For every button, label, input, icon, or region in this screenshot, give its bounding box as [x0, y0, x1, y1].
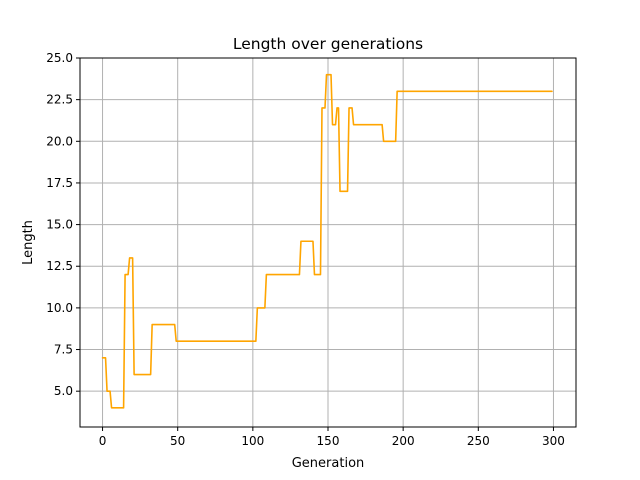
- y-tick-label: 12.5: [46, 259, 73, 273]
- y-tick-label: 10.0: [46, 301, 73, 315]
- x-tick-label: 300: [542, 434, 565, 448]
- grid-lines: [80, 57, 576, 427]
- x-tick-label: 200: [392, 434, 415, 448]
- y-axis-label: Length: [21, 220, 36, 265]
- y-tick-label: 7.5: [54, 343, 73, 357]
- y-tick-label: 22.5: [46, 93, 73, 107]
- y-tick-label: 15.0: [46, 218, 73, 232]
- y-tick-label: 5.0: [54, 384, 73, 398]
- y-tick-label: 17.5: [46, 176, 73, 190]
- y-axis: 5.0 7.5 10.0 12.5 15.0 17.5 20.0 22.5 25.0: [46, 51, 80, 398]
- x-tick-label: 0: [99, 434, 107, 448]
- x-tick-label: 100: [241, 434, 264, 448]
- x-tick-label: 150: [317, 434, 340, 448]
- series-line: [101, 73, 553, 409]
- y-tick-label: 25.0: [46, 51, 73, 65]
- y-tick-label: 20.0: [46, 134, 73, 148]
- x-tick-label: 50: [170, 434, 185, 448]
- x-axis-label: Generation: [292, 456, 365, 471]
- x-tick-label: 250: [467, 434, 490, 448]
- x-axis: 0 50 100 150 200 250 300: [99, 427, 565, 448]
- series-layer: [101, 73, 553, 409]
- chart-title: Length over generations: [233, 35, 423, 53]
